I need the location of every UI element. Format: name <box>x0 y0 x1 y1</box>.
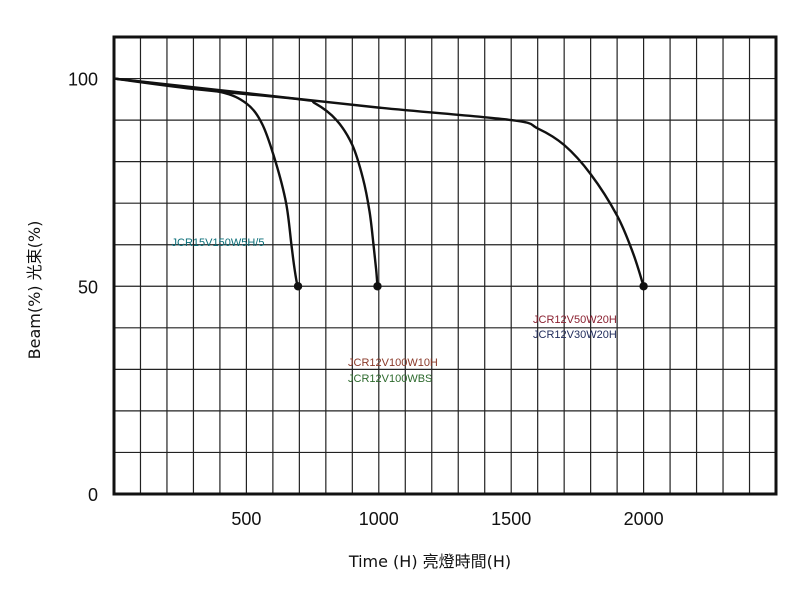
y-tick-label: 50 <box>78 277 98 297</box>
tick-labels: 500 1000 1500 2000 0 50 100 <box>68 70 664 529</box>
series-endpoint-0 <box>293 282 303 291</box>
series-line-0 <box>113 77 300 287</box>
series-line-1 <box>113 77 379 287</box>
series-endpoint-1 <box>373 282 382 291</box>
annotation-jcr12v30w20h: JCR12V30W20H <box>533 329 617 341</box>
series-line-2 <box>113 77 645 287</box>
x-axis-title: Time (H) 亮燈時間(H) <box>348 552 511 571</box>
annotation-jcr12v100w10h: JCR12V100W10H <box>348 357 438 369</box>
x-tick-label: 500 <box>231 509 261 529</box>
curves <box>113 77 648 291</box>
annotation-jcr12v100wbs: JCR12V100WBS <box>348 373 432 385</box>
series-endpoint-2 <box>639 282 648 291</box>
plot-frame <box>112 35 778 496</box>
grid <box>114 37 776 494</box>
x-tick-label: 2000 <box>624 509 664 529</box>
y-tick-label: 100 <box>68 70 98 90</box>
x-tick-label: 1000 <box>359 509 399 529</box>
x-tick-label: 1500 <box>491 509 531 529</box>
annotation-jcr12v50w20h: JCR12V50W20H <box>533 314 617 326</box>
annotation-jcr15v150w5h5: JCR15V150W5H/5 <box>172 237 265 249</box>
y-axis-title: Beam(%) 光束(%) <box>25 221 44 360</box>
y-tick-label: 0 <box>88 485 98 505</box>
